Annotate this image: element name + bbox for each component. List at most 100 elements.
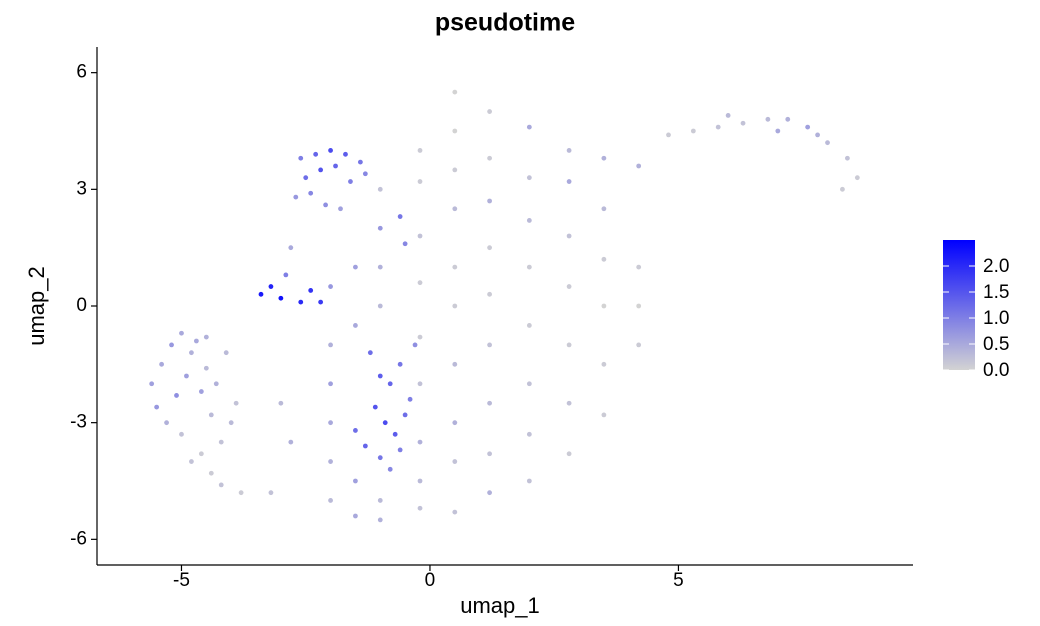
point	[566, 148, 572, 153]
point	[397, 447, 403, 453]
points	[149, 89, 860, 523]
point	[218, 439, 224, 445]
point	[353, 513, 358, 519]
point	[392, 431, 398, 437]
point	[566, 233, 572, 239]
point	[845, 155, 850, 161]
point	[765, 116, 771, 122]
point	[323, 202, 328, 208]
x-tick-label: -5	[173, 570, 190, 591]
point	[566, 342, 572, 348]
point	[666, 132, 671, 138]
point	[636, 163, 642, 169]
point	[601, 155, 607, 161]
point	[169, 342, 174, 348]
point	[387, 466, 393, 472]
point	[417, 439, 423, 445]
point	[601, 256, 607, 262]
point	[566, 451, 572, 457]
point	[328, 284, 333, 289]
y-tick-label: 0	[76, 295, 87, 316]
point	[338, 206, 343, 212]
point	[452, 420, 458, 426]
point	[601, 361, 607, 367]
point	[402, 241, 408, 247]
point	[268, 490, 274, 496]
point	[198, 451, 204, 457]
point	[487, 155, 492, 161]
point	[805, 124, 811, 130]
point	[333, 163, 338, 169]
point	[238, 490, 244, 496]
point	[308, 190, 314, 196]
point	[233, 400, 239, 406]
point	[417, 334, 423, 340]
point	[402, 412, 408, 418]
point	[526, 323, 532, 328]
point	[328, 148, 333, 153]
colorbar-tick-label: 0.0	[983, 360, 1009, 381]
point	[318, 299, 324, 305]
point	[353, 428, 358, 433]
point	[487, 490, 492, 496]
point	[377, 225, 383, 231]
point	[213, 381, 219, 387]
y-tick-label: 3	[76, 178, 87, 199]
point	[218, 482, 224, 488]
point	[566, 179, 572, 184]
point	[208, 470, 214, 476]
point	[377, 498, 383, 503]
point	[328, 381, 333, 387]
point	[377, 373, 383, 379]
point	[203, 334, 209, 340]
point	[417, 179, 423, 184]
point	[328, 420, 333, 426]
point	[715, 124, 721, 130]
point	[278, 400, 284, 406]
point	[417, 478, 423, 484]
y-axis-title: umap_2	[24, 266, 49, 346]
point	[343, 151, 348, 157]
point	[228, 420, 234, 426]
x-tick-label: 5	[673, 570, 684, 591]
point	[815, 132, 820, 138]
point	[258, 291, 264, 297]
point	[526, 431, 532, 437]
point	[417, 505, 423, 511]
point	[203, 365, 209, 371]
point	[452, 128, 458, 134]
point	[417, 148, 423, 153]
point	[189, 459, 194, 464]
y-tick-label: -6	[70, 528, 87, 549]
point	[179, 330, 184, 336]
x-axis-title: umap_1	[460, 593, 540, 618]
y-tick-label: 6	[76, 62, 87, 83]
point	[223, 350, 229, 356]
point	[288, 245, 294, 251]
point	[397, 361, 403, 367]
point	[313, 151, 319, 157]
point	[636, 264, 642, 270]
point	[179, 431, 184, 437]
point	[303, 175, 309, 181]
point	[367, 350, 373, 356]
point	[293, 194, 299, 200]
point	[725, 113, 731, 118]
point	[377, 264, 383, 270]
point	[159, 361, 165, 367]
point	[298, 155, 304, 161]
point	[357, 159, 363, 165]
point	[636, 342, 642, 348]
point	[298, 299, 304, 305]
point	[526, 381, 532, 387]
point	[397, 214, 403, 219]
colorbar-tick-label: 2.0	[983, 256, 1009, 277]
point	[189, 350, 194, 356]
point	[417, 381, 423, 387]
point	[487, 400, 492, 406]
point	[526, 218, 532, 223]
point	[452, 459, 458, 464]
colorbar-tick-label: 1.5	[983, 282, 1009, 303]
point	[452, 264, 458, 270]
point	[452, 509, 458, 515]
